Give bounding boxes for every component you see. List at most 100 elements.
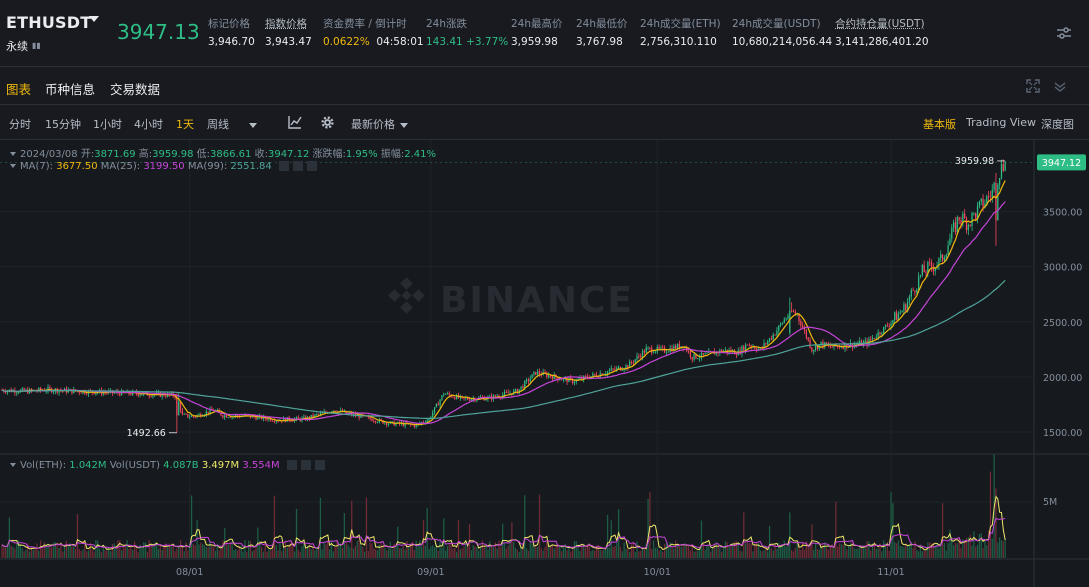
stat-label[interactable]: 指数价格	[265, 18, 307, 30]
volume-bar	[997, 542, 999, 558]
candle	[132, 391, 134, 395]
volume-bar	[334, 547, 336, 558]
candle	[892, 320, 894, 324]
volume-bar	[840, 544, 842, 558]
candle	[945, 254, 947, 258]
indicator-icon[interactable]	[288, 115, 302, 129]
volume-bar	[943, 542, 946, 558]
volume-bar	[472, 545, 474, 558]
candle	[647, 347, 649, 349]
legend-change-label: 涨跌幅:	[312, 149, 346, 160]
candle	[148, 395, 150, 397]
stat-index-price[interactable]: 指数价格 3,943.47	[265, 16, 312, 48]
visibility-icon[interactable]	[278, 161, 289, 171]
interval-weekly[interactable]: 周线	[207, 118, 229, 131]
volume-bar	[717, 546, 719, 558]
volume-bar	[317, 545, 320, 558]
interval-1d[interactable]: 1天	[176, 118, 194, 131]
candle	[485, 399, 487, 401]
collapse-legend-icon[interactable]	[10, 152, 16, 156]
candle	[925, 272, 927, 274]
stat-label[interactable]: 合约持仓量(USDT)	[835, 18, 925, 30]
candle	[894, 312, 896, 321]
interval-4h[interactable]: 4小时	[134, 118, 163, 131]
collapse-ma-icon[interactable]	[10, 164, 16, 168]
volume-bar	[629, 551, 631, 558]
stat-value: 3,141,286,401.20	[835, 36, 929, 48]
volume-bar	[148, 540, 150, 558]
more-intervals-icon[interactable]	[244, 118, 257, 131]
volume-bar	[785, 546, 787, 558]
candle	[704, 353, 706, 355]
volume-bar	[255, 545, 257, 558]
candle	[914, 290, 916, 293]
vol-ma-long-line	[1, 517, 1006, 550]
kline-chart-area[interactable]: BINANCE 3500.00 3000.00 2500.00 2000.00 1500…	[0, 140, 1089, 587]
volume-bar	[71, 546, 73, 558]
volume-bar	[463, 546, 465, 558]
tab-trading-data[interactable]: 交易数据	[110, 82, 161, 97]
candle	[687, 351, 690, 353]
candle	[190, 415, 193, 417]
candle	[616, 367, 618, 370]
volume-bar	[236, 550, 239, 558]
volume-bar	[34, 549, 36, 558]
gear-icon[interactable]	[320, 115, 335, 130]
candle	[919, 274, 922, 277]
visibility-icon[interactable]	[286, 460, 297, 470]
tab-coin-info[interactable]: 币种信息	[45, 82, 96, 97]
candle	[579, 377, 581, 379]
symbol-name[interactable]: ETHUSDT	[6, 13, 92, 32]
volume-bar	[691, 543, 693, 558]
fullscreen-icon[interactable]	[1026, 79, 1040, 93]
legend-high-label: 高:	[138, 149, 153, 160]
symbol-dropdown-icon[interactable]	[89, 16, 99, 22]
candle	[251, 415, 253, 418]
edit-icon[interactable]	[300, 460, 311, 470]
view-depth[interactable]: 深度图	[1041, 118, 1074, 131]
stat-open-interest[interactable]: 合约持仓量(USDT) 3,141,286,401.20	[835, 16, 929, 48]
price-type-select[interactable]: 最新价格	[351, 116, 408, 132]
close-icon[interactable]	[306, 161, 317, 171]
kline-chart[interactable]: BINANCE 3500.00 3000.00 2500.00 2000.00 1500…	[0, 140, 1089, 587]
candle	[157, 392, 160, 394]
volume-bar	[80, 550, 82, 558]
x-tick-label: 10/01	[644, 567, 671, 578]
interval-15m[interactable]: 15分钟	[45, 118, 81, 131]
candle	[452, 396, 454, 398]
candle	[608, 370, 611, 372]
view-basic[interactable]: 基本版	[923, 118, 956, 131]
watermark-text: BINANCE	[440, 280, 634, 321]
interval-1h[interactable]: 1小时	[93, 118, 122, 131]
volume-bar	[76, 513, 79, 558]
volume-bar	[520, 547, 522, 558]
edit-icon[interactable]	[292, 161, 303, 171]
volume-bar	[467, 543, 469, 558]
interval-time[interactable]: 分时	[9, 118, 31, 131]
volume-bar	[367, 551, 369, 558]
candle	[531, 374, 533, 379]
volume-bar	[684, 543, 686, 558]
collapse-volume-icon[interactable]	[10, 463, 16, 467]
candle	[257, 416, 259, 420]
volume-bar	[167, 547, 169, 558]
legend-close: 3947.12	[267, 149, 310, 160]
volume-bar	[982, 548, 984, 558]
collapse-icon[interactable]	[1053, 79, 1067, 93]
candle	[794, 311, 796, 315]
volume-bar	[995, 488, 997, 558]
candle	[877, 332, 879, 338]
view-tradingview[interactable]: Trading View	[966, 116, 1036, 129]
volume-bar	[43, 542, 45, 558]
volume-bar	[921, 551, 923, 558]
volume-bar	[507, 545, 509, 558]
tab-chart[interactable]: 图表	[6, 82, 32, 97]
settings-sliders-icon[interactable]	[1057, 27, 1071, 39]
candle	[789, 310, 791, 333]
candle	[873, 337, 876, 339]
volume-bar	[883, 540, 885, 558]
volume-bar	[246, 551, 248, 558]
close-icon[interactable]	[314, 460, 325, 470]
volume-bar	[962, 539, 964, 558]
candle	[630, 361, 633, 363]
